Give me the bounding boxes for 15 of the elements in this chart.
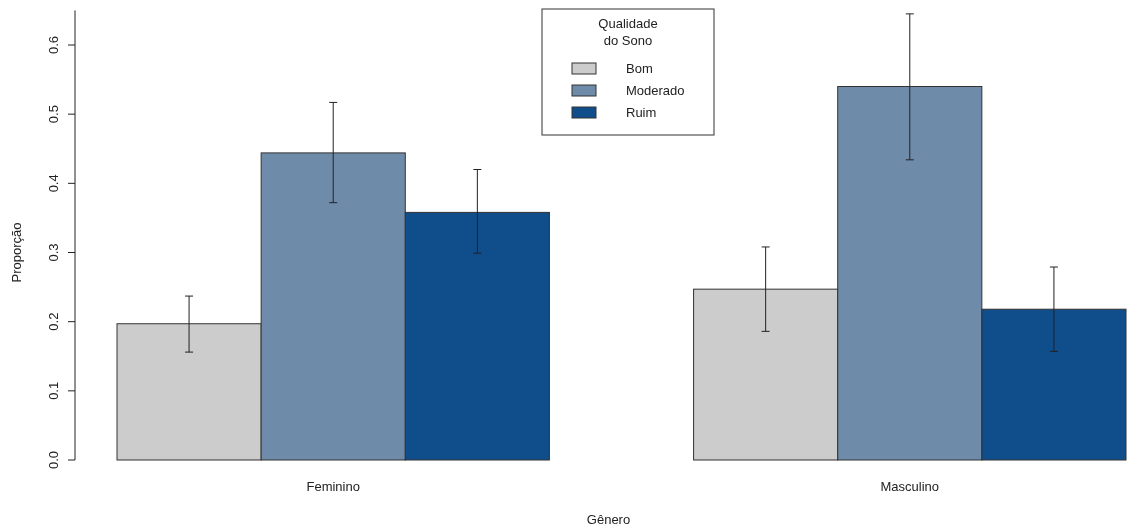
x-axis-title: Gênero (586, 512, 631, 527)
x-tick-label: Feminino (306, 479, 360, 494)
y-tick-label: 0.6 (46, 35, 61, 55)
legend-label: Bom (626, 61, 653, 76)
legend-title: Qualidade do Sono (598, 16, 658, 48)
y-tick-label: 0.1 (46, 381, 61, 400)
legend-label: Ruim (626, 105, 657, 120)
legend-label: Moderado (626, 83, 685, 98)
y-axis-title: Proporção (9, 222, 24, 283)
x-tick-label: Masculino (880, 479, 940, 494)
y-tick-label: 0.0 (46, 450, 61, 470)
y-tick-label: 0.4 (46, 174, 61, 193)
y-tick-label: 0.2 (46, 312, 61, 331)
y-tick-label: 0.3 (46, 243, 61, 262)
y-tick-label: 0.5 (46, 105, 61, 124)
